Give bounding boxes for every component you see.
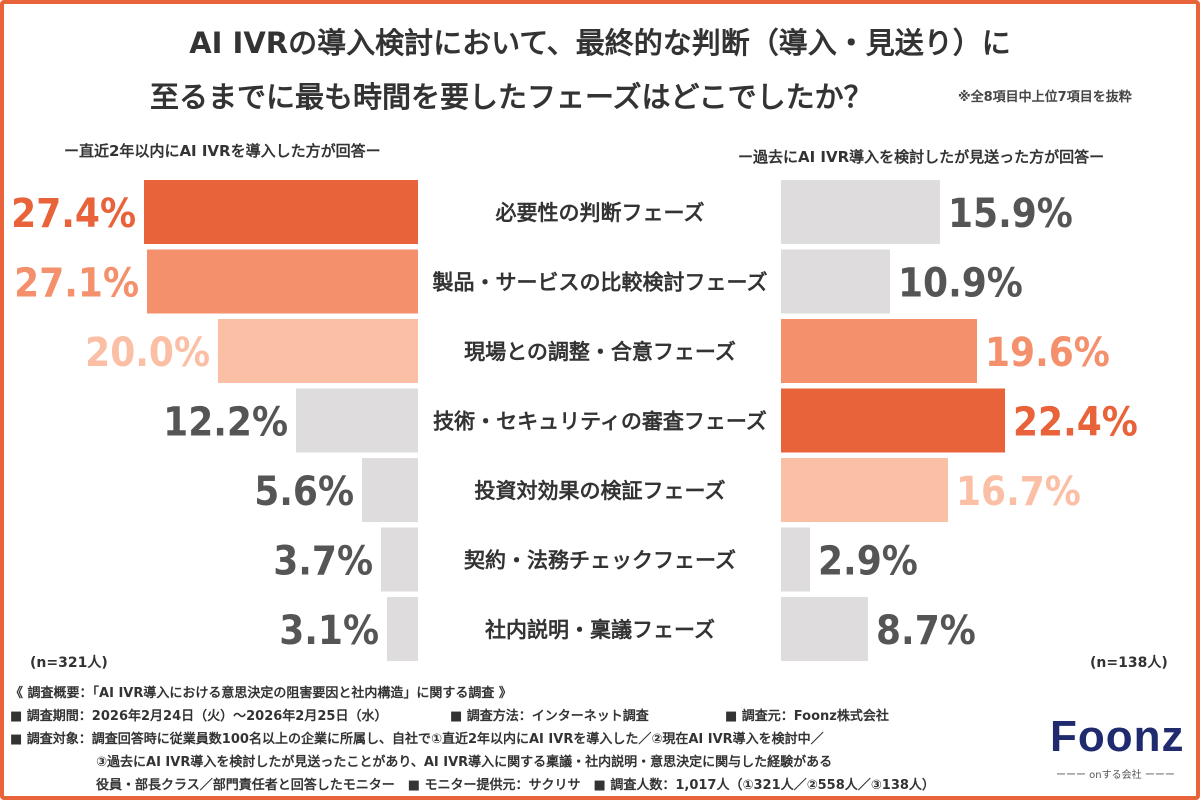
left-bar	[381, 527, 418, 592]
right-series-heading: ー過去にAI IVR導入を検討したが見送った方が回答ー	[738, 148, 1105, 166]
left-value-label: 27.4%	[11, 191, 136, 237]
left-bar	[144, 180, 418, 244]
right-bar	[781, 527, 810, 592]
right-value-label: 2.9%	[818, 539, 918, 585]
left-value-label: 3.1%	[279, 608, 379, 654]
butterfly-bar-chart: 27.4% 必要性の判断フェーズ 15.9% 27.1% 製品・サービスの比較検討フェー…	[11, 180, 1138, 661]
left-bar	[362, 458, 418, 522]
right-bar	[781, 458, 948, 522]
survey-target-line1: ■ 調査対象：調査回答時に従業員数100名以上の企業に所属し、自社で①直近2年以…	[10, 732, 824, 747]
survey-period: ■ 調査期間：2026年2月24日（火）〜2026年2月25日（水）	[10, 709, 388, 724]
left-value-label: 12.2%	[163, 400, 288, 446]
chart-note: ※全8項目中上位7項目を抜粋	[958, 90, 1132, 105]
survey-target-line3: 役員・部長クラス／部門責任者と回答したモニター ■ モニター提供元：サクリサ ■…	[96, 778, 935, 793]
category-label: 社内説明・稟議フェーズ	[484, 618, 715, 642]
survey-source: ■ 調査元：Foonz株式会社	[725, 709, 889, 724]
category-label: 製品・サービスの比較検討フェーズ	[432, 271, 768, 295]
chart-title-line1: AI IVRの導入検討において、最終的な判断（導入・見送り）に	[189, 26, 1011, 60]
category-label: 必要性の判断フェーズ	[496, 201, 705, 225]
right-value-label: 15.9%	[948, 191, 1073, 237]
foonz-logo: Foonz ーーー onする会社 ーーー	[1050, 712, 1190, 782]
logo-wordmark: Foonz	[1050, 712, 1185, 761]
left-bar	[387, 597, 418, 661]
left-value-label: 27.1%	[14, 261, 139, 307]
right-value-label: 16.7%	[956, 469, 1081, 515]
left-value-label: 3.7%	[273, 539, 373, 585]
logo-tagline: ーーー onする会社 ーーー	[1056, 770, 1175, 781]
left-sample-size: (n=321人)	[30, 655, 108, 671]
category-label: 投資対効果の検証フェーズ	[475, 479, 726, 503]
left-bar	[218, 319, 418, 383]
left-bar	[296, 388, 418, 453]
chart-title-line2: 至るまでに最も時間を要したフェーズはどこでしたか？	[150, 80, 873, 114]
category-label: 契約・法務チェックフェーズ	[463, 549, 736, 573]
survey-method: ■ 調査方法：インターネット調査	[450, 709, 649, 724]
category-label: 現場との調整・合意フェーズ	[464, 340, 736, 364]
survey-summary: 《 調査概要：「AI IVR導入における意思決定の阻害要因と社内構造」に関する調…	[10, 686, 512, 701]
right-value-label: 10.9%	[898, 261, 1023, 307]
right-value-label: 22.4%	[1013, 400, 1138, 446]
right-sample-size: (n=138人)	[1090, 655, 1168, 671]
left-value-label: 5.6%	[254, 469, 354, 515]
left-value-label: 20.0%	[85, 330, 210, 376]
left-bar	[147, 249, 418, 314]
right-bar	[781, 180, 940, 244]
right-bar	[781, 388, 1005, 453]
right-bar	[781, 249, 890, 314]
category-label: 技術・セキュリティの審査フェーズ	[433, 410, 767, 434]
left-series-heading: ー直近2年以内にAI IVRを導入した方が回答ー	[64, 142, 381, 160]
right-bar	[781, 319, 977, 383]
right-bar	[781, 597, 868, 661]
survey-target-line2: ③過去にAI IVR導入を検討したが見送ったことがあり、AI IVR導入に関する…	[96, 755, 833, 770]
right-value-label: 8.7%	[876, 608, 976, 654]
right-value-label: 19.6%	[985, 330, 1110, 376]
